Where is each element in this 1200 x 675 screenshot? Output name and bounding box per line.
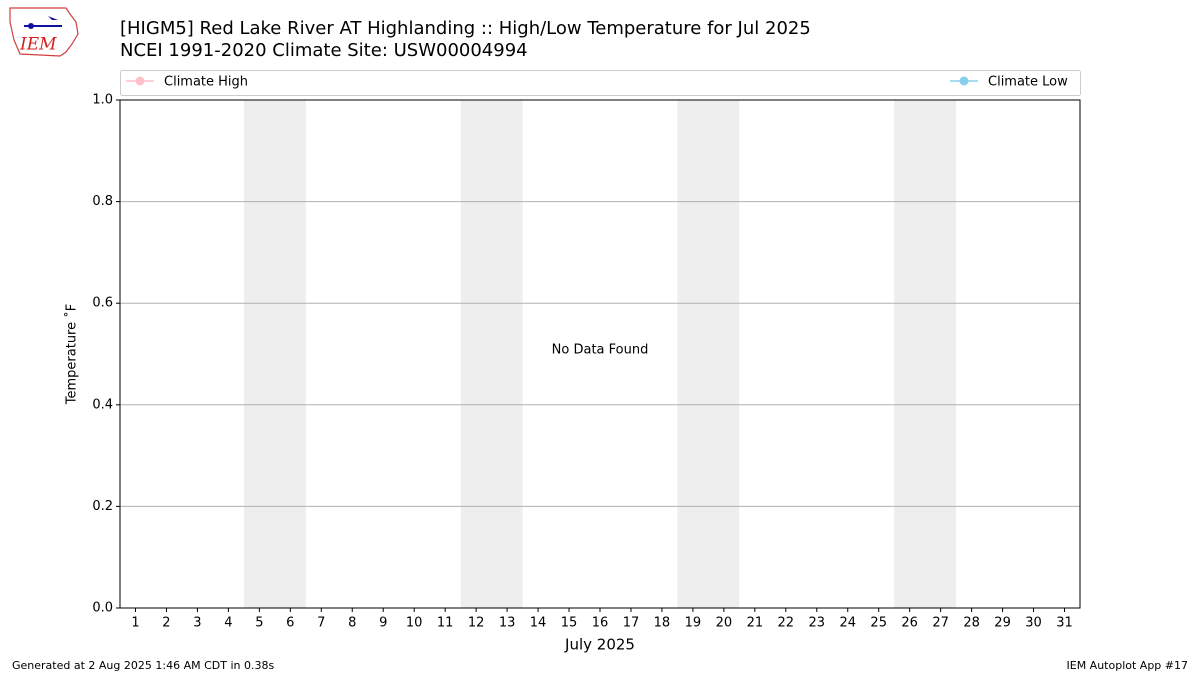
x-tick-label: 28 (963, 616, 980, 631)
x-tick-label: 17 (623, 616, 640, 631)
x-tick-label: 22 (778, 616, 795, 631)
legend-label: Climate Low (988, 75, 1068, 90)
x-tick-label: 11 (437, 616, 454, 631)
x-tick-label: 20 (716, 616, 733, 631)
y-tick-label: 0.2 (92, 499, 113, 514)
weekend-shade (243, 100, 306, 608)
x-tick-label: 7 (317, 616, 325, 631)
legend-marker (959, 76, 969, 86)
x-tick-label: 26 (901, 616, 918, 631)
y-tick-label: 1.0 (92, 93, 113, 108)
x-tick-label: 19 (685, 616, 702, 631)
x-tick-label: 24 (839, 616, 856, 631)
legend-box (120, 70, 1081, 96)
x-tick-label: 27 (932, 616, 949, 631)
x-tick-label: 10 (406, 616, 423, 631)
y-tick-label: 0.6 (92, 296, 113, 311)
x-tick-label: 25 (870, 616, 887, 631)
x-tick-label: 15 (561, 616, 578, 631)
chart-subtitle: NCEI 1991-2020 Climate Site: USW00004994 (120, 40, 528, 61)
weekend-shade (677, 100, 740, 608)
legend-marker (135, 76, 145, 86)
x-tick-label: 14 (530, 616, 547, 631)
x-tick-label: 1 (131, 616, 139, 631)
iem-logo: IEM (9, 7, 79, 57)
weekend-shade (460, 100, 523, 608)
x-tick-label: 5 (255, 616, 263, 631)
legend-label: Climate High (164, 75, 248, 90)
x-tick-label: 29 (994, 616, 1011, 631)
annotation: No Data Found (552, 343, 649, 358)
chart-title: [HIGM5] Red Lake River AT Highlanding ::… (120, 18, 811, 39)
x-tick-label: 21 (747, 616, 764, 631)
x-tick-label: 4 (224, 616, 232, 631)
x-tick-label: 31 (1056, 616, 1073, 631)
x-tick-label: 12 (468, 616, 485, 631)
y-tick-label: 0.8 (92, 194, 113, 209)
x-axis-label: July 2025 (564, 636, 635, 654)
x-tick-label: 6 (286, 616, 294, 631)
plot-frame (119, 99, 1081, 609)
x-tick-label: 13 (499, 616, 516, 631)
x-tick-label: 23 (809, 616, 826, 631)
logo-text: IEM (19, 35, 57, 55)
y-tick-label: 0.0 (92, 601, 113, 616)
footer-left: Generated at 2 Aug 2025 1:46 AM CDT in 0… (12, 659, 274, 672)
footer-right: IEM Autoplot App #17 (1067, 659, 1189, 672)
x-tick-label: 2 (162, 616, 170, 631)
y-tick-label: 0.4 (92, 397, 113, 412)
x-tick-label: 8 (348, 616, 356, 631)
x-tick-label: 30 (1025, 616, 1042, 631)
x-tick-label: 18 (654, 616, 671, 631)
x-tick-label: 9 (379, 616, 387, 631)
x-tick-label: 16 (592, 616, 609, 631)
y-axis-label: Temperature ˚F (64, 304, 80, 405)
x-tick-label: 3 (193, 616, 201, 631)
weekend-shade (894, 100, 957, 608)
